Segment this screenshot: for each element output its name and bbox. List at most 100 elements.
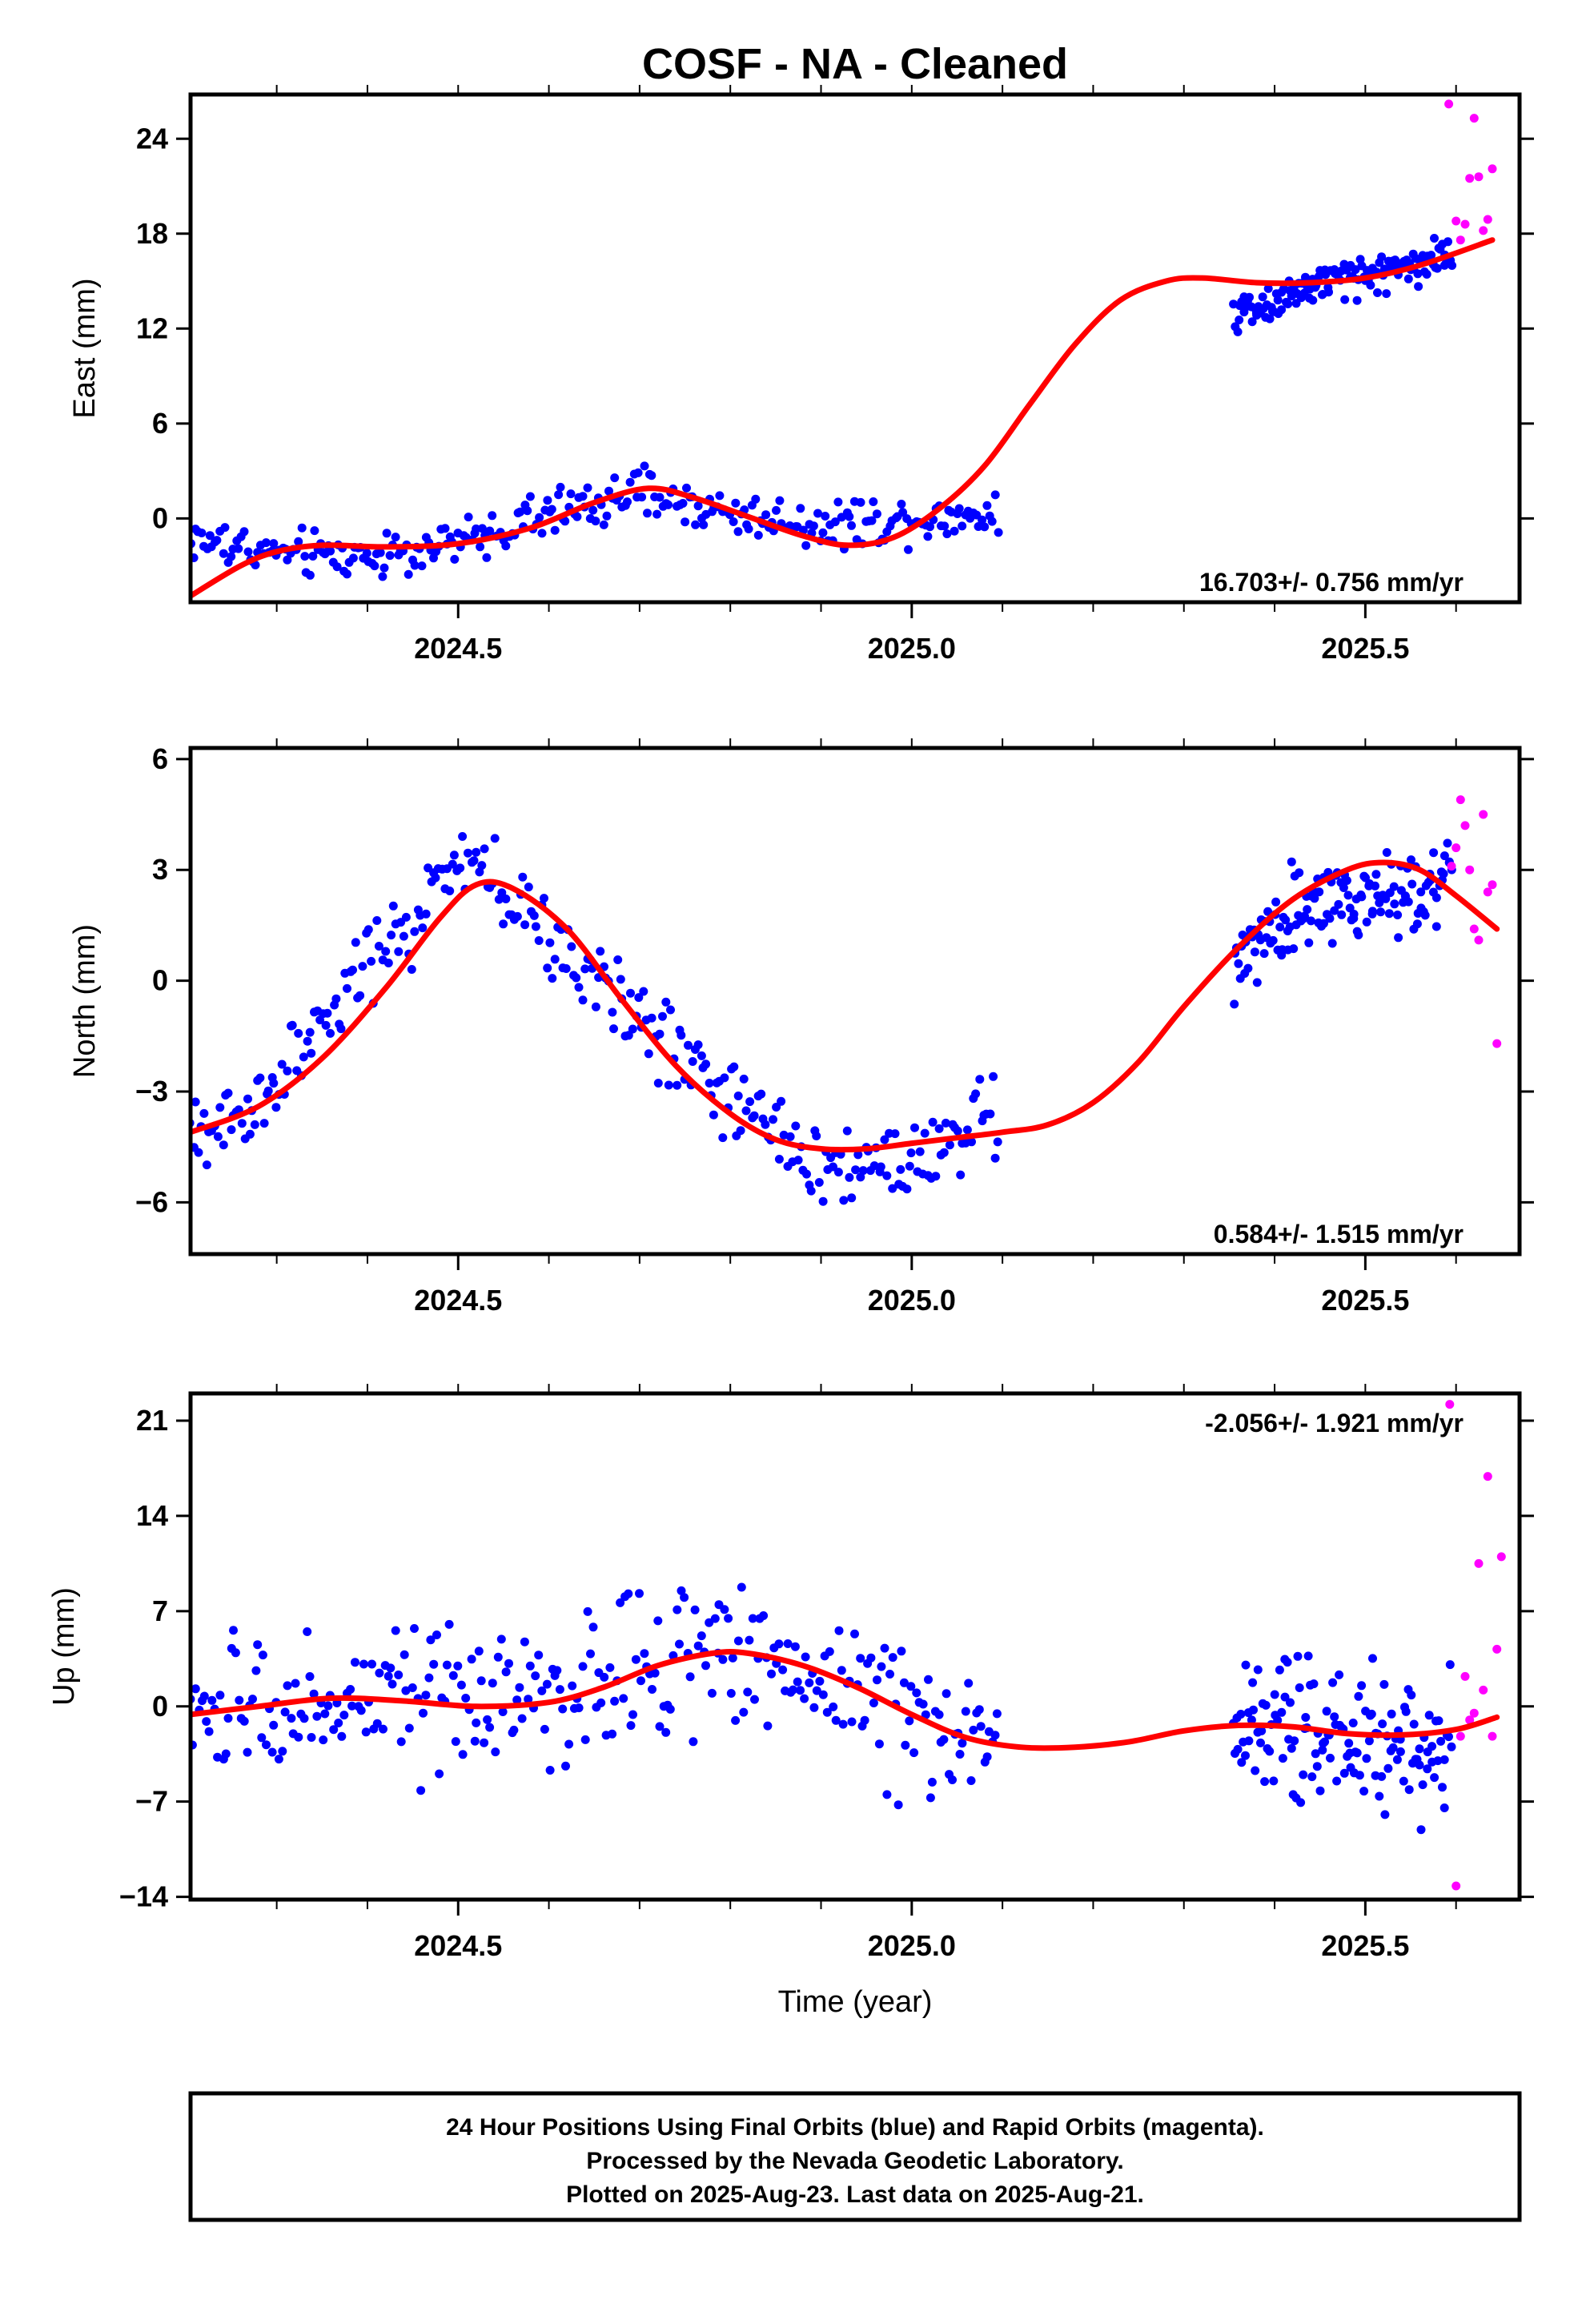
final-orbit-point [1291, 299, 1301, 308]
final-orbit-point [394, 947, 404, 956]
final-orbit-point [1275, 1665, 1284, 1675]
velocity-rate-up: -2.056+/- 1.921 mm/yr [1205, 1409, 1464, 1437]
final-orbit-point [1395, 1747, 1405, 1756]
final-orbit-point [772, 505, 781, 515]
final-orbit-point [348, 965, 357, 975]
final-orbit-point [1301, 1713, 1311, 1722]
final-orbit-point [635, 1589, 644, 1598]
final-orbit-point [793, 1677, 802, 1687]
final-orbit-point [336, 1024, 346, 1034]
final-orbit-point [684, 1040, 693, 1050]
final-orbit-point [888, 1653, 897, 1663]
final-orbit-point [1444, 1732, 1453, 1742]
final-orbit-point [1367, 907, 1377, 916]
final-orbit-point [718, 1655, 728, 1664]
rapid-orbit-point [1452, 216, 1461, 226]
final-orbit-point [221, 1749, 231, 1759]
y-axis-label-up: Up (mm) [47, 1587, 81, 1706]
final-orbit-point [1271, 897, 1281, 907]
final-orbit-point [1281, 915, 1291, 925]
final-orbit-point [1401, 1707, 1411, 1716]
final-orbit-point [1433, 1756, 1443, 1766]
final-orbit-point [518, 872, 528, 882]
final-orbit-point [1382, 848, 1391, 857]
final-orbit-point [741, 1106, 751, 1116]
rapid-orbit-point [1488, 1731, 1497, 1741]
final-orbit-point [1352, 296, 1362, 305]
rapid-orbit-point [1496, 1552, 1506, 1562]
final-orbit-point [202, 1717, 211, 1727]
final-orbit-point [918, 1699, 928, 1709]
final-orbit-point [912, 1688, 921, 1698]
final-orbit-point [1318, 1745, 1327, 1755]
final-orbit-point [552, 1666, 562, 1675]
final-orbit-point [809, 521, 818, 531]
final-orbit-point [215, 1103, 225, 1112]
final-orbit-point [355, 991, 365, 1000]
final-orbit-point [410, 927, 420, 936]
final-orbit-point [482, 553, 492, 562]
final-orbit-point [1299, 1770, 1308, 1779]
final-orbit-point [1277, 305, 1287, 315]
final-orbit-point [372, 1719, 382, 1728]
final-orbit-point [362, 549, 371, 558]
final-orbit-point [1237, 1758, 1247, 1767]
final-orbit-point [516, 507, 525, 517]
final-orbit-point [227, 552, 236, 561]
final-orbit-point [842, 1126, 852, 1136]
final-orbit-point [381, 947, 391, 956]
final-orbit-point [664, 500, 673, 509]
final-orbit-point [833, 1168, 843, 1177]
final-orbit-point [383, 1671, 393, 1681]
final-orbit-point [543, 963, 552, 973]
final-orbit-point [367, 956, 376, 966]
final-orbit-point [477, 861, 487, 870]
final-orbit-point [243, 547, 253, 557]
final-orbit-point [633, 468, 643, 477]
final-orbit-point [262, 1740, 271, 1750]
final-orbit-point [1392, 1755, 1402, 1764]
final-orbit-point [851, 1165, 861, 1175]
final-orbit-point [1364, 1736, 1374, 1746]
final-orbit-point [299, 1052, 308, 1062]
final-orbit-point [743, 1687, 753, 1697]
final-orbit-point [1343, 891, 1353, 900]
final-orbit-point [1431, 893, 1441, 903]
final-orbit-point [720, 1073, 729, 1083]
final-orbit-point [994, 528, 1003, 537]
final-orbit-point [815, 1676, 825, 1686]
final-orbit-point [1320, 1737, 1330, 1747]
final-orbit-point [640, 461, 649, 471]
x-tick-label: 2025.5 [1321, 632, 1409, 665]
final-orbit-point [950, 526, 959, 536]
rapid-orbit-point [1469, 114, 1479, 123]
final-orbit-point [461, 1694, 471, 1703]
final-orbit-point [1247, 317, 1257, 327]
final-orbit-point [596, 947, 605, 956]
final-orbit-point [749, 1111, 759, 1120]
final-orbit-point [596, 1698, 606, 1707]
final-orbit-point [442, 1660, 452, 1670]
rapid-orbit-point [1445, 1400, 1455, 1409]
final-orbit-point [1303, 905, 1312, 915]
final-orbit-point [1289, 944, 1299, 954]
final-orbit-point [1322, 1707, 1331, 1716]
final-orbit-point [404, 1723, 414, 1733]
final-orbit-point [1301, 272, 1310, 282]
final-orbit-point [1430, 234, 1439, 243]
final-orbit-point [401, 1686, 411, 1695]
final-orbit-point [287, 1714, 296, 1723]
final-orbit-point [675, 1639, 684, 1649]
final-orbit-point [975, 1075, 985, 1084]
final-orbit-point [421, 1691, 431, 1700]
final-orbit-point [564, 1739, 574, 1749]
final-orbit-point [1251, 1766, 1260, 1775]
final-orbit-point [223, 1714, 233, 1723]
final-orbit-point [323, 1701, 333, 1711]
final-orbit-point [661, 997, 671, 1007]
final-orbit-point [990, 1731, 1000, 1740]
final-orbit-point [693, 1040, 703, 1050]
final-orbit-point [1340, 295, 1350, 304]
final-orbit-point [897, 1647, 906, 1656]
final-orbit-point [239, 1716, 249, 1726]
